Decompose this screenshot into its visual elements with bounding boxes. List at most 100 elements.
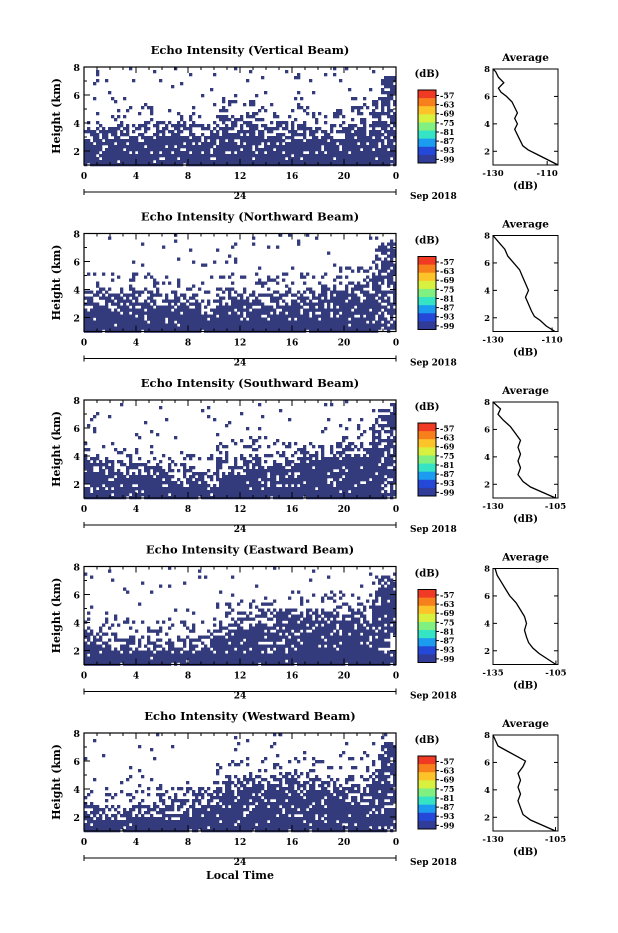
echo-cell bbox=[165, 276, 168, 279]
echo-cell bbox=[225, 309, 228, 312]
echo-cell bbox=[204, 291, 207, 294]
echo-cell bbox=[129, 478, 132, 481]
echo-cell bbox=[144, 103, 147, 106]
echo-cell bbox=[357, 112, 360, 115]
echo-cell bbox=[225, 133, 228, 136]
echo-cell bbox=[378, 160, 381, 163]
echo-cell bbox=[291, 294, 294, 297]
echo-cell bbox=[168, 109, 171, 112]
echo-cell bbox=[156, 481, 159, 484]
echo-cell bbox=[357, 267, 360, 270]
echo-cell bbox=[159, 481, 162, 484]
echo-cell bbox=[330, 297, 333, 300]
echo-cell bbox=[114, 151, 117, 154]
echo-cell bbox=[213, 321, 216, 324]
echo-cell bbox=[351, 324, 354, 327]
echo-cell bbox=[147, 481, 150, 484]
echo-cell bbox=[111, 130, 114, 133]
echo-cell bbox=[108, 645, 111, 648]
echo-cell bbox=[138, 160, 141, 163]
echo-cell bbox=[351, 142, 354, 145]
echo-cell bbox=[351, 318, 354, 321]
echo-cell bbox=[153, 142, 156, 145]
echo-cell bbox=[381, 454, 384, 457]
echo-cell bbox=[252, 487, 255, 490]
echo-cell bbox=[102, 294, 105, 297]
echo-cell bbox=[192, 472, 195, 475]
echo-cell bbox=[228, 255, 231, 258]
echo-cell bbox=[390, 460, 393, 463]
echo-cell bbox=[114, 130, 117, 133]
echo-cell bbox=[381, 154, 384, 157]
echo-cell bbox=[279, 312, 282, 315]
echo-cell bbox=[279, 306, 282, 309]
echo-cell bbox=[123, 303, 126, 306]
echo-cell bbox=[159, 406, 162, 409]
echo-cell bbox=[234, 118, 237, 121]
echo-cell bbox=[276, 154, 279, 157]
echo-cell bbox=[117, 151, 120, 154]
echo-cell bbox=[378, 481, 381, 484]
echo-cell bbox=[309, 154, 312, 157]
echo-cell bbox=[351, 270, 354, 273]
echo-cell bbox=[117, 327, 120, 330]
echo-cell bbox=[132, 639, 135, 642]
echo-cell bbox=[360, 303, 363, 306]
echo-cell bbox=[222, 481, 225, 484]
echo-cell bbox=[246, 466, 249, 469]
echo-cell bbox=[267, 306, 270, 309]
echo-cell bbox=[264, 127, 267, 130]
echo-cell bbox=[108, 300, 111, 303]
echo-cell bbox=[348, 321, 351, 324]
echo-cell bbox=[390, 160, 393, 163]
echo-cell bbox=[144, 493, 147, 496]
echo-cell bbox=[189, 297, 192, 300]
echo-cell bbox=[192, 624, 195, 627]
echo-cell bbox=[126, 621, 129, 624]
echo-cell bbox=[291, 454, 294, 457]
echo-cell bbox=[96, 145, 99, 148]
echo-cell bbox=[354, 490, 357, 493]
echo-cell bbox=[306, 457, 309, 460]
echo-cell bbox=[258, 472, 261, 475]
echo-cell bbox=[285, 154, 288, 157]
echo-cell bbox=[279, 475, 282, 478]
echo-cell bbox=[156, 157, 159, 160]
echo-cell bbox=[348, 466, 351, 469]
echo-cell bbox=[204, 472, 207, 475]
echo-cell bbox=[378, 273, 381, 276]
echo-cell bbox=[246, 472, 249, 475]
echo-cell bbox=[360, 306, 363, 309]
echo-cell bbox=[390, 249, 393, 252]
echo-cell bbox=[258, 484, 261, 487]
echo-cell bbox=[387, 160, 390, 163]
echo-cell bbox=[285, 463, 288, 466]
echo-cell bbox=[111, 324, 114, 327]
echo-cell bbox=[267, 466, 270, 469]
echo-cell bbox=[381, 139, 384, 142]
y-axis-label: Height (km) bbox=[50, 78, 63, 154]
echo-cell bbox=[135, 466, 138, 469]
echo-cell bbox=[255, 300, 258, 303]
echo-cell bbox=[213, 487, 216, 490]
echo-cell bbox=[366, 469, 369, 472]
echo-cell bbox=[111, 145, 114, 148]
echo-cell bbox=[189, 493, 192, 496]
echo-cell bbox=[333, 457, 336, 460]
echo-cell bbox=[153, 145, 156, 148]
echo-cell bbox=[381, 294, 384, 297]
echo-cell bbox=[318, 469, 321, 472]
echo-cell bbox=[87, 130, 90, 133]
echo-cell bbox=[390, 94, 393, 97]
echo-cell bbox=[159, 651, 162, 654]
echo-cell bbox=[195, 487, 198, 490]
echo-cell bbox=[372, 436, 375, 439]
echo-cell bbox=[222, 115, 225, 118]
echo-cell bbox=[192, 627, 195, 630]
echo-cell bbox=[300, 273, 303, 276]
echo-cell bbox=[294, 469, 297, 472]
echo-cell bbox=[282, 160, 285, 163]
echo-cell bbox=[372, 439, 375, 442]
echo-cell bbox=[231, 127, 234, 130]
echo-cell bbox=[144, 645, 147, 648]
